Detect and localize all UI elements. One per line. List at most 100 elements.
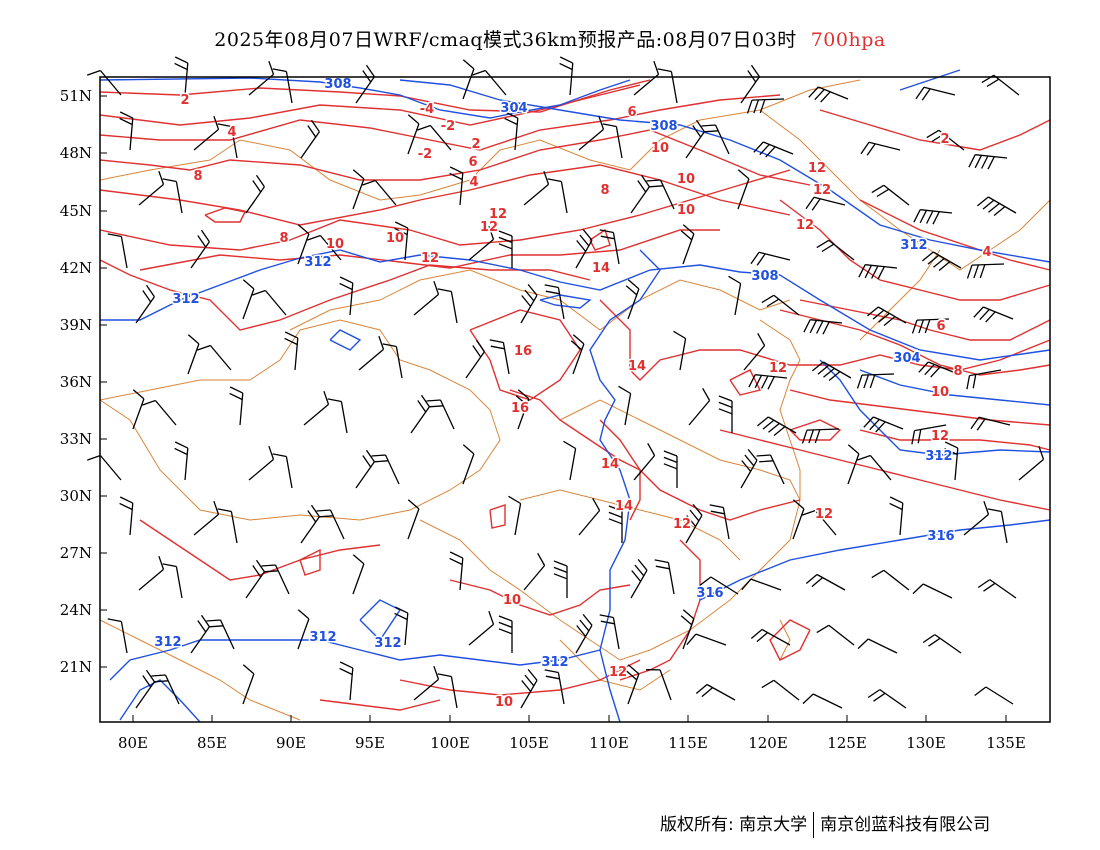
wind-barb-feather	[517, 389, 530, 400]
temperature-contour-line	[859, 429, 1051, 451]
wind-barb-staff	[557, 672, 565, 705]
wind-barb-staff	[193, 128, 219, 151]
wind-barb-feather	[924, 319, 931, 334]
wind-barb-feather	[985, 311, 996, 323]
temperature-label: 14	[628, 359, 646, 374]
wind-barb-staff	[682, 618, 695, 650]
temperature-label: 10	[677, 172, 695, 187]
wind-barb-feather	[579, 234, 590, 247]
wind-barb-staff	[245, 186, 265, 214]
wind-barb	[300, 504, 320, 544]
wind-barb-staff	[1000, 511, 1008, 544]
wind-barb	[911, 424, 947, 445]
wind-barb-feather	[663, 450, 678, 457]
wind-barb-staff	[861, 373, 895, 376]
wind-barb-feather	[449, 166, 464, 174]
wind-barb-feather	[394, 227, 408, 236]
wind-barb-staff	[429, 125, 452, 151]
wind-barb-feather	[889, 502, 903, 511]
wind-barb-feather	[753, 99, 760, 114]
wind-barb-staff	[612, 617, 620, 650]
wind-barb-feather	[811, 198, 821, 211]
wind-barb-feather	[747, 448, 758, 461]
wind-barb-staff	[769, 454, 785, 485]
temperature-label: 4	[469, 175, 478, 190]
wind-barb-feather	[702, 387, 711, 401]
wind-barb	[151, 674, 180, 705]
x-tick-label: 110E	[589, 734, 629, 752]
wind-barb	[407, 114, 420, 155]
x-tick-label: 120E	[748, 734, 788, 752]
wind-barb-staff	[484, 70, 507, 96]
wind-barb	[523, 170, 550, 206]
wind-barb-feather	[750, 629, 763, 639]
x-tick-label: 105E	[509, 734, 549, 752]
wind-barb-feather	[498, 615, 513, 622]
wind-barb-feather	[889, 496, 904, 504]
wind-barb-feather	[682, 609, 695, 620]
wind-barb-feather	[753, 141, 764, 153]
wind-barb-staff	[248, 73, 274, 96]
wind-barb-feather	[944, 441, 959, 449]
wind-barb-staff	[615, 126, 623, 159]
wind-barb-feather	[921, 251, 934, 262]
temperature-contour-line	[319, 699, 441, 711]
height-contour-line	[859, 369, 1051, 406]
wind-barb-feather	[871, 265, 879, 279]
wind-barb	[699, 576, 739, 595]
wind-barb-staff	[300, 516, 320, 544]
province-boundary	[519, 489, 741, 561]
wind-barb-feather	[988, 202, 1000, 213]
wind-barb-staff	[828, 239, 855, 261]
wind-barb-feather	[407, 499, 420, 510]
wind-barb-feather	[673, 330, 686, 340]
temperature-label: 12	[489, 207, 507, 222]
wind-barb	[912, 583, 953, 599]
wind-barb-feather	[576, 625, 587, 637]
wind-barb-staff	[810, 319, 843, 324]
wind-barb-feather	[817, 364, 830, 375]
wind-barb-staff	[767, 416, 797, 434]
wind-barb-staff	[682, 233, 695, 265]
wind-barb-feather	[741, 460, 752, 472]
wind-barb-staff	[523, 565, 546, 591]
wind-barb-feather	[808, 86, 819, 98]
temperature-label: 8	[279, 231, 288, 246]
wind-barb-feather	[625, 285, 638, 296]
height-contour-line	[329, 329, 362, 351]
wind-barb	[426, 399, 455, 430]
x-tick-label: 85E	[197, 734, 227, 752]
wind-barb-staff	[575, 239, 593, 269]
height-label: 312	[172, 292, 199, 307]
wind-barb-staff	[560, 181, 568, 214]
wind-barb	[921, 251, 962, 272]
copyright-credit: 版权所有: 南京大学 南京创蓝科技有限公司	[660, 810, 990, 838]
wind-barb	[685, 503, 703, 544]
wind-barb-feather	[761, 294, 775, 304]
wind-barb-feather	[640, 174, 650, 188]
wind-barb-staff	[934, 634, 962, 654]
wind-barb	[966, 263, 1005, 279]
wind-barb-staff	[175, 181, 183, 214]
wind-barb-feather	[808, 429, 815, 444]
wind-barb-staff	[184, 63, 189, 96]
wind-barb-feather	[608, 518, 623, 525]
wind-barb-feather	[931, 133, 945, 143]
wind-barb	[86, 69, 122, 96]
height-label-layer: 308 304 308 312 312 312 304 308 312 316 316 312 312 3…	[153, 76, 956, 672]
wind-barb-staff	[883, 184, 910, 206]
wind-barb	[680, 224, 695, 265]
wind-barb-staff	[630, 186, 650, 214]
wind-barb-feather	[608, 511, 623, 519]
wind-barb-feather	[866, 143, 876, 156]
wind-barb	[138, 170, 165, 206]
wind-barb-feather	[756, 253, 766, 266]
wind-barb-staff	[209, 345, 232, 371]
wind-barb-feather	[197, 235, 207, 248]
wind-barb-staff	[138, 568, 164, 591]
wind-barb-staff	[869, 455, 892, 481]
x-tick-label: 130E	[906, 734, 946, 752]
wind-barb	[718, 395, 733, 433]
wind-barb-feather	[924, 363, 935, 376]
wind-barb-feather	[741, 578, 752, 591]
